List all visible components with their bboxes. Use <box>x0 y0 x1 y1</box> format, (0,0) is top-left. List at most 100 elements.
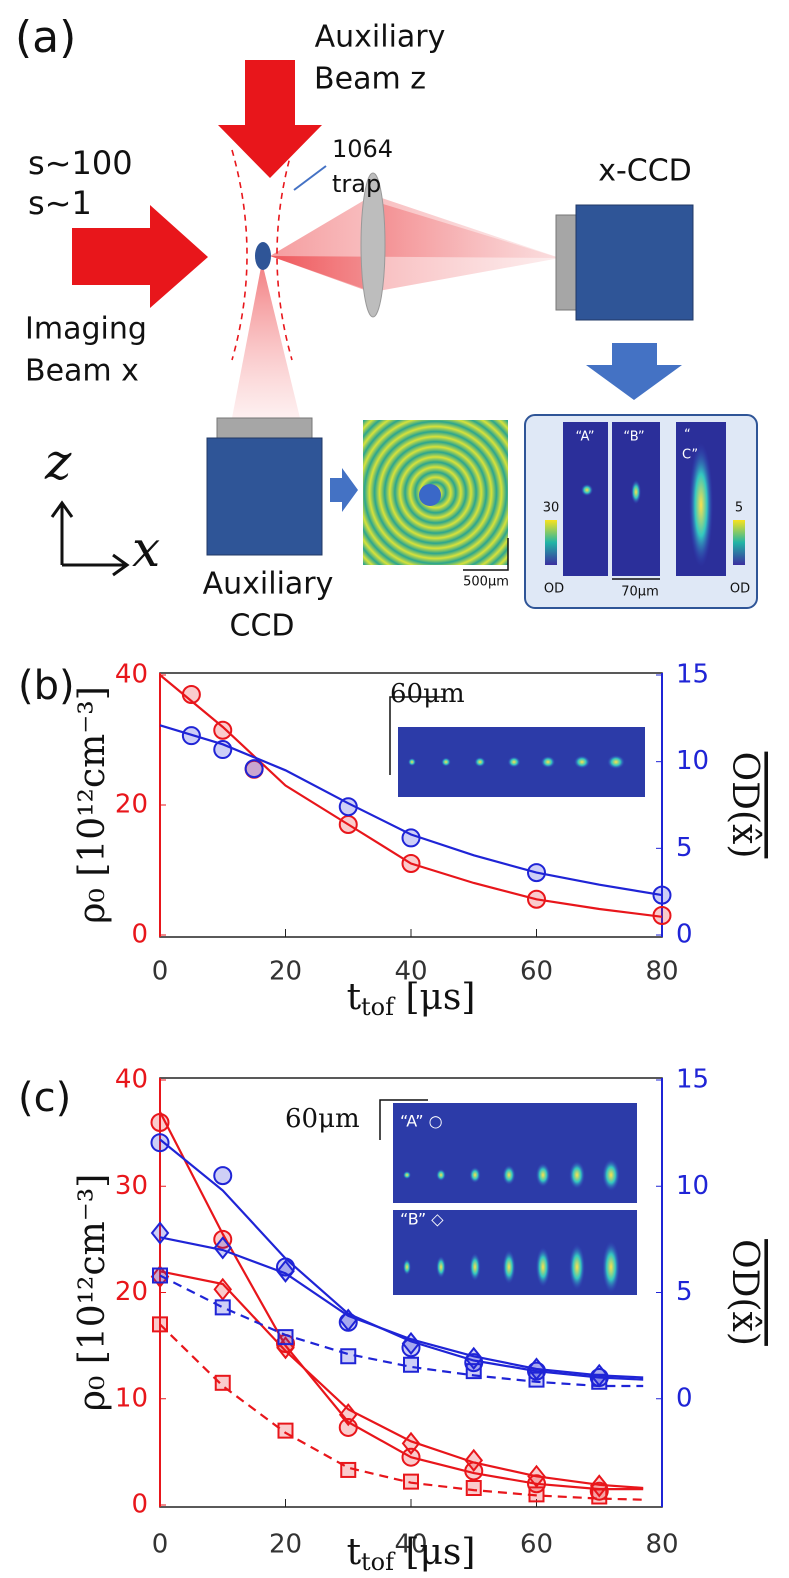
spot <box>507 756 521 768</box>
x-tick-label: 0 <box>152 957 169 987</box>
y2-tick-label: 0 <box>676 1383 693 1413</box>
tof-image <box>398 727 645 797</box>
label: OD <box>544 582 564 597</box>
y-tick-label: 0 <box>131 920 148 950</box>
x-label-main: t <box>347 1532 362 1573</box>
label: Imaging <box>25 312 147 347</box>
data-point <box>465 1363 482 1380</box>
beam-down <box>232 262 300 418</box>
label: 5 <box>735 501 743 516</box>
label: “A” <box>575 430 594 445</box>
y-axis-label: ρ₀ [10¹²cm⁻³] <box>72 686 113 924</box>
label: “ <box>684 428 691 443</box>
spot <box>540 756 556 768</box>
axis-letter: x <box>132 520 160 578</box>
x-ccd <box>575 204 694 321</box>
inset-c <box>379 1099 637 1295</box>
plot-frame <box>159 672 663 938</box>
annotation: 60μm <box>390 679 465 709</box>
y2-axis-label: OD(x̂) <box>724 752 765 859</box>
panel-label: (c) <box>18 1075 71 1121</box>
annotation: “A” ○ <box>400 1112 443 1131</box>
x-label-rest: [μs] <box>394 977 475 1018</box>
down-arrow <box>586 343 682 400</box>
spot <box>535 1247 551 1287</box>
x-tick-label: 0 <box>152 1530 169 1560</box>
fit-line <box>159 1270 644 1490</box>
aux-beam-arrow <box>218 60 322 178</box>
data-point <box>213 1236 233 1260</box>
spot <box>502 1165 516 1185</box>
data-point <box>150 1221 170 1245</box>
fit-line <box>159 674 663 918</box>
pointer <box>293 165 327 191</box>
y2-tick-label: 5 <box>676 833 693 863</box>
spot <box>574 755 590 769</box>
data-point <box>277 1329 294 1346</box>
spot <box>403 1259 411 1275</box>
atom-cloud <box>255 242 271 270</box>
y2-tick-label: 5 <box>676 1277 693 1307</box>
x-tick-label: 40 <box>394 1530 427 1560</box>
data-point <box>213 1277 233 1301</box>
label: Auxiliary <box>203 567 334 602</box>
scale-bar <box>389 696 445 775</box>
y-tick-label: 20 <box>115 1277 148 1307</box>
data-point <box>465 1480 482 1496</box>
label: 1064 <box>332 135 393 163</box>
y-axis-label: ρ₀ [10¹²cm⁻³] <box>72 1174 113 1412</box>
inset-b <box>389 696 645 797</box>
label: 70μm <box>621 585 658 600</box>
label: OD <box>730 582 750 597</box>
label: s~100 <box>28 144 133 182</box>
data-point <box>214 1374 231 1391</box>
x-axis-label: ttof [μs] <box>347 977 476 1021</box>
label: Beam z <box>314 62 426 97</box>
label: “B” <box>623 430 644 445</box>
spot <box>569 1244 585 1290</box>
tof-image <box>393 1103 637 1203</box>
label: Beam x <box>25 354 139 389</box>
y2-tick-label: 10 <box>676 746 709 776</box>
data-point <box>340 1348 357 1365</box>
label: 30 <box>543 501 560 516</box>
data-point <box>591 1488 608 1505</box>
ring-center <box>419 484 441 506</box>
y-tick-label: 0 <box>131 1490 148 1520</box>
x-label-sub: tof <box>361 1548 396 1576</box>
camera-front <box>555 214 579 311</box>
spot <box>408 758 416 766</box>
fit-line <box>159 1274 644 1388</box>
panel-label: (a) <box>15 12 76 63</box>
label: x-CCD <box>598 154 692 189</box>
x-label-main: t <box>347 977 362 1018</box>
data-point <box>214 1299 231 1316</box>
data-point <box>528 1371 545 1388</box>
camera-front <box>216 417 313 439</box>
y-tick-label: 40 <box>115 660 148 690</box>
panel-label: (b) <box>18 663 75 709</box>
data-point <box>213 1166 233 1186</box>
spot <box>602 1241 620 1293</box>
x-label-rest: [μs] <box>394 1532 475 1573</box>
image-a <box>563 422 608 576</box>
fit-line <box>159 1111 644 1491</box>
label: s~1 <box>28 184 92 222</box>
x-axis-label: ttof [μs] <box>347 1532 476 1576</box>
spot <box>607 755 625 769</box>
label: 500μm <box>463 575 509 590</box>
y-tick-label: 10 <box>115 1383 148 1413</box>
spot <box>689 443 713 567</box>
y-tick-label: 20 <box>115 790 148 820</box>
label: Auxiliary <box>315 20 446 55</box>
x-tick-label: 80 <box>645 957 678 987</box>
x-tick-label: 60 <box>520 1530 553 1560</box>
x-label-sub: tof <box>361 993 396 1021</box>
data-point <box>403 1356 419 1373</box>
spot <box>581 484 593 496</box>
data-point <box>213 720 233 740</box>
spot <box>535 1163 551 1187</box>
fit-line <box>159 1138 644 1381</box>
annotation: “B” ◇ <box>400 1210 444 1229</box>
